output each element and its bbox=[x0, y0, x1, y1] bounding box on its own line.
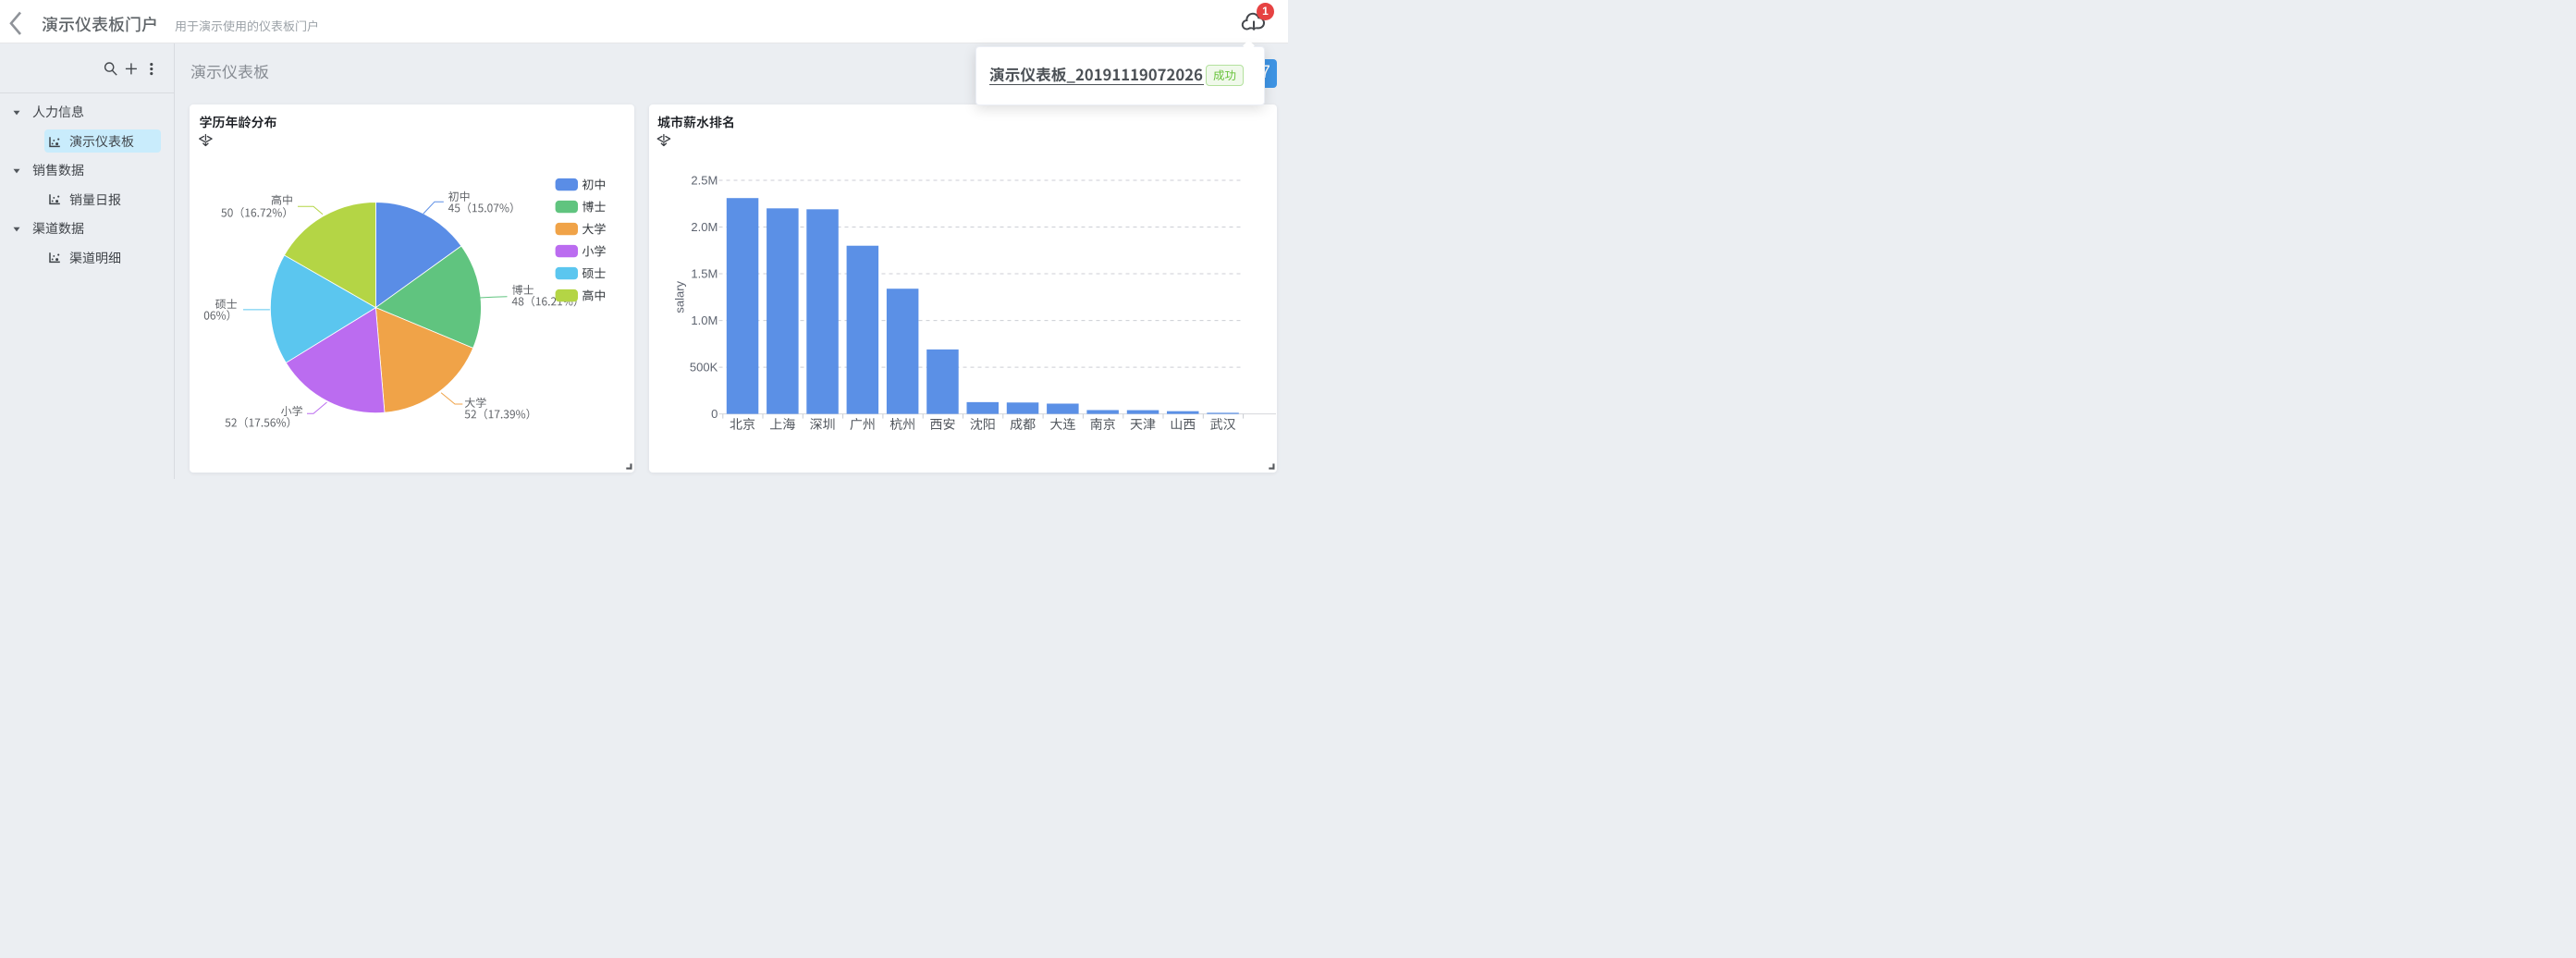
svg-text:1.0M: 1.0M bbox=[691, 313, 718, 327]
svg-text:0: 0 bbox=[711, 407, 718, 421]
svg-text:500K: 500K bbox=[690, 361, 718, 375]
svg-text:1.5M: 1.5M bbox=[691, 267, 718, 281]
svg-text:2.5M: 2.5M bbox=[691, 174, 718, 188]
svg-text:2.0M: 2.0M bbox=[691, 220, 718, 234]
svg-text:salary: salary bbox=[673, 280, 687, 313]
